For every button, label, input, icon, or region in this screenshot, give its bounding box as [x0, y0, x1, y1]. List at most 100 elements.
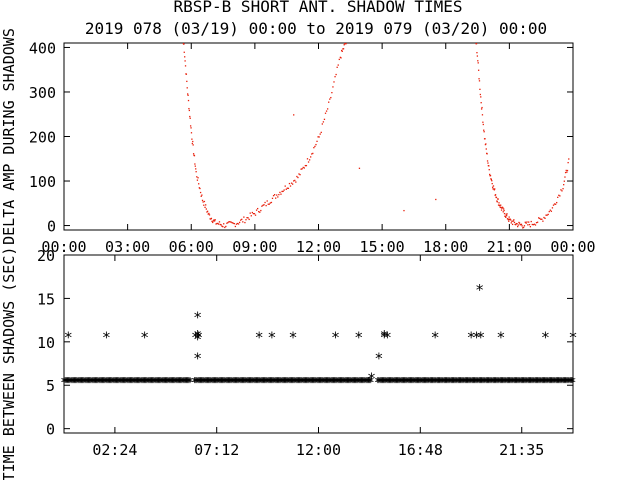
top-x-tick-label: 12:00 — [296, 238, 341, 256]
interval-baseline-point: * — [458, 376, 466, 391]
interval-baseline-point: * — [269, 376, 277, 391]
amp-data-point — [194, 163, 196, 165]
interval-baseline-point: * — [333, 376, 341, 391]
amp-data-point — [252, 212, 255, 215]
interval-baseline-point: * — [436, 376, 444, 391]
interval-baseline-point: * — [354, 376, 362, 391]
amp-data-point — [515, 224, 517, 226]
amp-data-point — [564, 171, 567, 174]
interval-baseline-point: * — [454, 376, 462, 391]
interval-baseline-point: * — [461, 376, 469, 391]
top-x-tick-label: 00:00 — [550, 238, 595, 256]
interval-baseline-point: * — [359, 376, 367, 391]
amp-data-point — [234, 225, 237, 228]
amp-data-point — [480, 108, 483, 110]
interval-baseline-point: * — [375, 376, 383, 391]
interval-baseline-point: * — [152, 376, 160, 391]
amp-data-point — [540, 218, 542, 220]
interval-baseline-point: * — [423, 376, 431, 391]
amp-data-point — [322, 121, 325, 123]
interval-point: * — [476, 329, 485, 347]
amp-data-point — [483, 129, 485, 131]
interval-baseline-point: * — [176, 376, 184, 391]
amp-data-point — [278, 193, 280, 196]
interval-baseline-point: * — [516, 376, 524, 391]
interval-baseline-point: * — [60, 376, 68, 391]
amp-data-point — [284, 185, 286, 187]
interval-baseline-point: * — [89, 376, 97, 391]
interval-baseline-point: * — [160, 376, 168, 391]
interval-baseline-point: * — [118, 376, 126, 391]
amp-data-point — [270, 201, 273, 204]
amp-data-point — [330, 96, 332, 99]
interval-baseline-point: * — [212, 376, 220, 391]
top-y-tick-label: 0 — [47, 218, 56, 236]
amp-data-point — [311, 153, 313, 155]
interval-baseline-point: * — [418, 376, 426, 391]
amp-data-point — [320, 131, 322, 134]
amp-data-point — [277, 196, 279, 198]
interval-baseline-point: * — [153, 376, 161, 391]
amp-data-point — [262, 204, 264, 207]
interval-baseline-point: * — [380, 376, 388, 391]
bottom-y-tick-label: 5 — [46, 377, 55, 395]
interval-baseline-point: * — [100, 376, 108, 391]
interval-baseline-point: * — [460, 376, 468, 391]
interval-baseline-point: * — [225, 376, 233, 391]
interval-baseline-point: * — [202, 376, 210, 391]
interval-baseline-point: * — [521, 376, 529, 391]
interval-baseline-point: * — [177, 376, 185, 391]
amp-data-point — [272, 194, 275, 197]
amp-data-point — [275, 197, 277, 199]
interval-baseline-point: * — [445, 376, 453, 391]
amp-data-point — [317, 136, 319, 138]
interval-baseline-point: * — [318, 376, 326, 391]
interval-baseline-point: * — [127, 376, 135, 391]
interval-baseline-point: * — [499, 376, 507, 391]
interval-baseline-point: * — [523, 376, 531, 391]
interval-baseline-point: * — [138, 376, 146, 391]
interval-baseline-point: * — [92, 376, 100, 391]
interval-baseline-point: * — [520, 376, 528, 391]
interval-baseline-point: * — [505, 376, 513, 391]
amp-data-point — [184, 56, 186, 58]
amp-data-point — [197, 177, 199, 179]
amp-data-point — [560, 189, 562, 191]
amp-data-point — [187, 99, 190, 102]
amp-data-point — [485, 148, 487, 150]
interval-baseline-point: * — [477, 376, 485, 391]
interval-baseline-point: * — [545, 376, 553, 391]
amp-data-point — [276, 194, 278, 196]
interval-baseline-point: * — [435, 376, 443, 391]
interval-baseline-point: * — [184, 376, 192, 391]
interval-baseline-point: * — [162, 376, 170, 391]
interval-baseline-point: * — [229, 376, 237, 391]
interval-baseline-point: * — [442, 376, 450, 391]
interval-baseline-point: * — [451, 376, 459, 391]
top-x-tick-label: 21:00 — [487, 238, 532, 256]
amp-data-point — [299, 174, 301, 176]
amp-data-point — [287, 187, 290, 189]
interval-baseline-point: * — [351, 376, 359, 391]
interval-baseline-point: * — [88, 376, 96, 391]
interval-baseline-point: * — [416, 376, 424, 391]
amp-data-point — [191, 138, 193, 140]
interval-baseline-point: * — [517, 376, 525, 391]
interval-baseline-point: * — [218, 376, 226, 391]
interval-baseline-point: * — [117, 376, 125, 391]
interval-baseline-point: * — [361, 376, 369, 391]
amp-data-point — [187, 94, 189, 96]
interval-baseline-point: * — [432, 376, 440, 391]
amp-data-point — [229, 221, 231, 223]
amp-data-point — [202, 201, 204, 203]
interval-point: * — [193, 330, 202, 348]
amp-data-point — [536, 221, 539, 223]
amp-data-point — [312, 152, 314, 155]
interval-point: * — [331, 329, 340, 347]
interval-baseline-point: * — [345, 376, 353, 391]
interval-baseline-point: * — [495, 376, 503, 391]
interval-baseline-point: * — [443, 376, 451, 391]
interval-baseline-point: * — [124, 376, 132, 391]
amp-data-point — [324, 112, 327, 114]
interval-baseline-point: * — [463, 376, 471, 391]
